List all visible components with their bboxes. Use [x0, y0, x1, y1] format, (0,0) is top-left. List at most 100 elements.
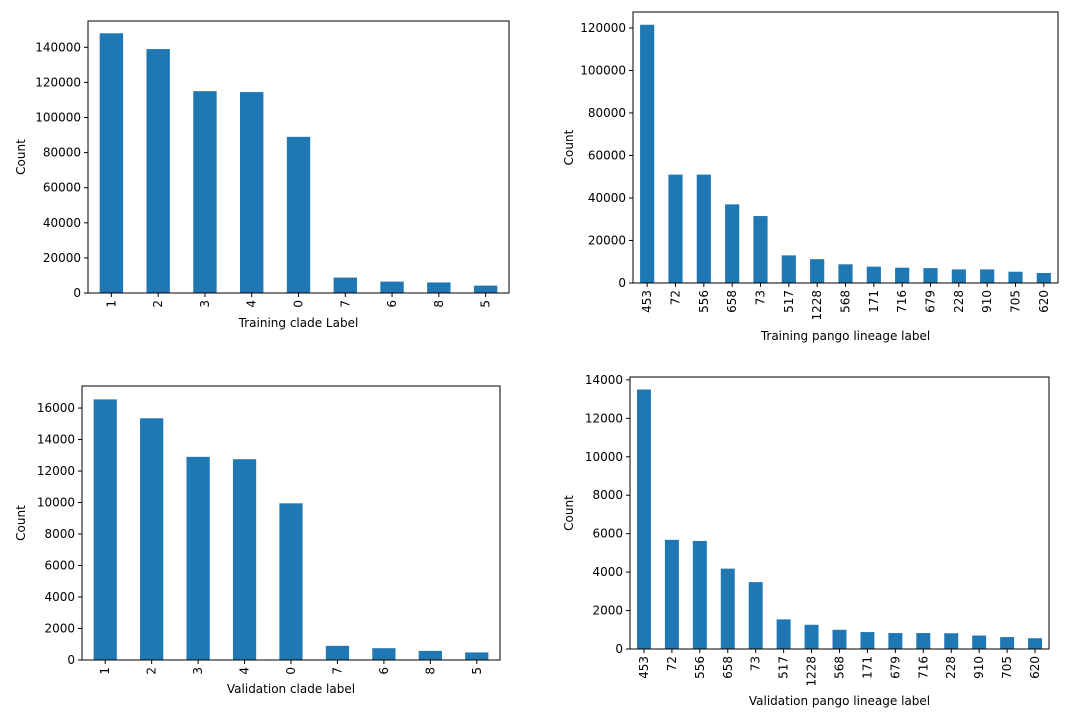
bar-6[interactable]	[372, 648, 396, 660]
bar-8[interactable]	[418, 650, 442, 660]
y-tick-label: 10000	[585, 450, 623, 464]
bar-0[interactable]	[286, 136, 311, 293]
y-axis-label: Count	[562, 129, 576, 165]
y-tick-label: 80000	[43, 146, 81, 160]
x-tick-label-620: 620	[1028, 656, 1042, 679]
bar-556[interactable]	[696, 174, 711, 283]
bar-7[interactable]	[333, 277, 357, 293]
bar-4[interactable]	[232, 459, 257, 660]
y-tick-label: 120000	[580, 21, 626, 35]
y-tick-label: 4000	[592, 565, 623, 579]
chart-3: 0 2000 4000 6000 8000 10000 12000 14000 16000 1 2 3…	[14, 385, 501, 696]
bar-716[interactable]	[895, 267, 910, 283]
x-tick-label-5: 5	[479, 300, 493, 308]
bar-228[interactable]	[944, 633, 959, 649]
bar-228[interactable]	[951, 269, 966, 283]
y-tick-label: 10000	[37, 496, 75, 510]
x-tick-label-910: 910	[972, 656, 986, 679]
x-tick-label-4: 4	[238, 667, 252, 675]
x-tick-label-0: 0	[292, 300, 306, 308]
bar-568[interactable]	[832, 629, 847, 649]
x-tick-label-556: 556	[697, 290, 711, 313]
y-tick-label: 80000	[588, 106, 626, 120]
bar-658[interactable]	[720, 568, 735, 649]
bar-2[interactable]	[146, 49, 170, 293]
x-tick-label-7: 7	[338, 300, 352, 308]
x-axis-label: Training clade Label	[238, 316, 359, 330]
bar-5[interactable]	[473, 285, 498, 293]
x-tick-label-556: 556	[693, 656, 707, 679]
x-tick-label-1: 1	[104, 300, 118, 308]
x-tick-label-4: 4	[245, 300, 259, 308]
x-axis-label: Training pango lineage label	[760, 329, 930, 343]
x-tick-label-2: 2	[151, 300, 165, 308]
bar-171[interactable]	[866, 266, 881, 283]
y-tick-label: 0	[615, 642, 623, 656]
bar-910[interactable]	[972, 635, 987, 649]
bar-679[interactable]	[888, 633, 903, 649]
x-tick-label-171: 171	[860, 656, 874, 679]
bar-910[interactable]	[980, 269, 995, 283]
bar-1[interactable]	[99, 33, 124, 293]
bar-6[interactable]	[380, 281, 404, 293]
x-tick-label-1: 1	[98, 667, 112, 675]
bar-7[interactable]	[325, 645, 350, 660]
y-tick-label: 6000	[44, 559, 75, 573]
bar-716[interactable]	[916, 633, 931, 649]
bar-72[interactable]	[664, 539, 679, 649]
x-tick-label-716: 716	[895, 290, 909, 313]
bar-72[interactable]	[668, 174, 683, 283]
x-tick-label-0: 0	[284, 667, 298, 675]
x-tick-label-8: 8	[432, 300, 446, 308]
bar-517[interactable]	[776, 619, 791, 649]
x-tick-label-228: 228	[944, 656, 958, 679]
y-tick-label: 140000	[35, 40, 81, 54]
bar-453[interactable]	[636, 389, 651, 649]
bar-4[interactable]	[240, 92, 264, 293]
bar-620[interactable]	[1028, 638, 1043, 649]
bar-5[interactable]	[465, 652, 489, 660]
x-tick-label-679: 679	[888, 656, 902, 679]
bar-556[interactable]	[692, 540, 707, 649]
bar-620[interactable]	[1036, 273, 1051, 283]
x-tick-label-568: 568	[833, 656, 847, 679]
bar-2[interactable]	[140, 418, 164, 660]
x-axis-label: Validation clade label	[227, 682, 355, 696]
chart-1: 0 20000 40000 60000 80000 100000 120000 140000 1…	[14, 20, 510, 330]
y-tick-label: 20000	[588, 233, 626, 247]
bar-3[interactable]	[193, 91, 217, 293]
bar-705[interactable]	[1000, 637, 1015, 649]
bar-1228[interactable]	[810, 259, 825, 283]
bar-658[interactable]	[725, 204, 740, 283]
bar-1[interactable]	[93, 399, 117, 660]
bar-705[interactable]	[1008, 271, 1023, 283]
y-tick-label: 60000	[43, 181, 81, 195]
x-axis-label: Validation pango lineage label	[749, 694, 930, 708]
x-tick-label-3: 3	[198, 300, 212, 308]
y-axis-label: Count	[14, 139, 28, 175]
bar-73[interactable]	[753, 216, 768, 283]
bar-568[interactable]	[838, 264, 853, 283]
y-axis-label: Count	[562, 495, 576, 531]
bar-1228[interactable]	[804, 624, 819, 649]
y-axis-label: Count	[14, 505, 28, 541]
y-tick-label: 4000	[44, 590, 75, 604]
x-tick-label-705: 705	[1009, 290, 1023, 313]
bar-679[interactable]	[923, 268, 938, 283]
x-tick-label-7: 7	[330, 667, 344, 675]
bar-517[interactable]	[781, 255, 796, 283]
bar-453[interactable]	[640, 24, 655, 283]
y-tick-label: 40000	[43, 216, 81, 230]
y-tick-label: 40000	[588, 191, 626, 205]
bar-171[interactable]	[860, 632, 875, 649]
x-tick-label-228: 228	[952, 290, 966, 313]
x-tick-label-2: 2	[145, 667, 159, 675]
x-tick-label-3: 3	[191, 667, 205, 675]
x-tick-label-453: 453	[640, 290, 654, 313]
bar-73[interactable]	[748, 582, 763, 649]
bar-3[interactable]	[186, 456, 210, 660]
bar-0[interactable]	[279, 503, 303, 660]
bar-8[interactable]	[427, 282, 451, 293]
y-tick-label: 100000	[580, 63, 626, 77]
x-tick-label-517: 517	[777, 656, 791, 679]
